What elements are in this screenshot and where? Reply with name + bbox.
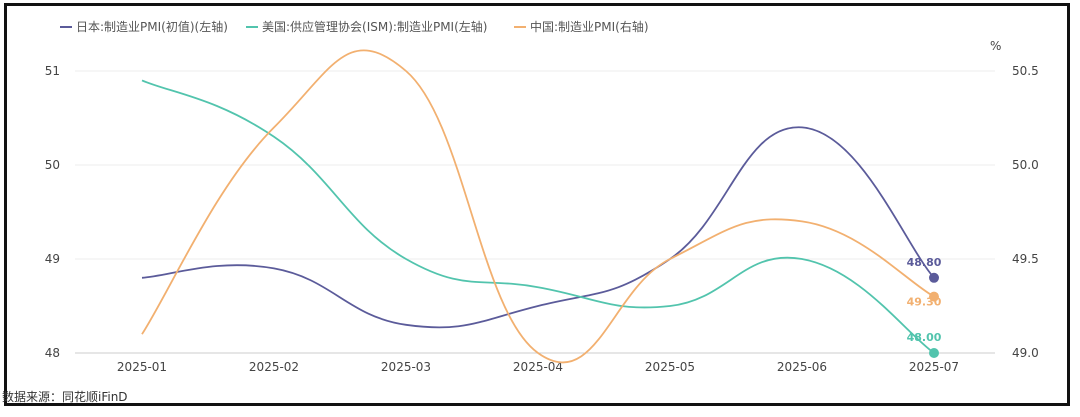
- end-point-marker: [929, 291, 939, 302]
- y-right-tick-label: 49.0: [1012, 346, 1039, 360]
- series-line: [141, 79, 935, 354]
- series-line: [141, 126, 935, 329]
- grid: [75, 70, 995, 354]
- x-tick-label: 2025-02: [249, 360, 299, 374]
- legend: 日本:制造业PMI(初值)(左轴) 美国:供应管理协会(ISM):制造业PMI(左…: [60, 19, 649, 34]
- y-left-tick-label: 51: [45, 64, 60, 78]
- chart-frame: [4, 3, 1070, 406]
- legend-label: 美国:供应管理协会(ISM):制造业PMI(左轴): [262, 19, 487, 34]
- end-point-marker: [929, 272, 939, 283]
- series-group: 48.80 48.00 49.30: [141, 49, 942, 364]
- x-tick-label: 2025-04: [513, 360, 563, 374]
- y-right-tick-label: 49.5: [1012, 252, 1039, 266]
- legend-label: 中国:制造业PMI(右轴): [530, 19, 649, 34]
- legend-label: 日本:制造业PMI(初值)(左轴): [76, 19, 228, 34]
- y-right-unit: %: [990, 39, 1001, 53]
- x-tick-label: 2025-06: [777, 360, 827, 374]
- end-point-marker: [929, 348, 939, 358]
- x-tick-label: 2025-07: [909, 360, 959, 374]
- y-right-tick-label: 50.5: [1012, 64, 1039, 78]
- x-tick-label: 2025-05: [645, 360, 695, 374]
- data-source: 数据来源：同花顺iFinD: [2, 390, 128, 404]
- y-left-tick-label: 49: [45, 252, 60, 266]
- y-right-tick-label: 50.0: [1012, 158, 1039, 172]
- end-value-label: 48.00: [907, 331, 942, 344]
- y-left-tick-label: 50: [45, 158, 60, 172]
- axes: 48 49 50 51 49.0 49.5 50.0 50.5% 2025-01 2025-02 2…: [45, 39, 1039, 374]
- series-line: [141, 49, 935, 364]
- x-tick-label: 2025-01: [117, 360, 167, 374]
- end-value-label: 48.80: [907, 256, 942, 269]
- end-value-label: 49.30: [907, 296, 942, 309]
- x-tick-label: 2025-03: [381, 360, 431, 374]
- y-left-tick-label: 48: [45, 346, 60, 360]
